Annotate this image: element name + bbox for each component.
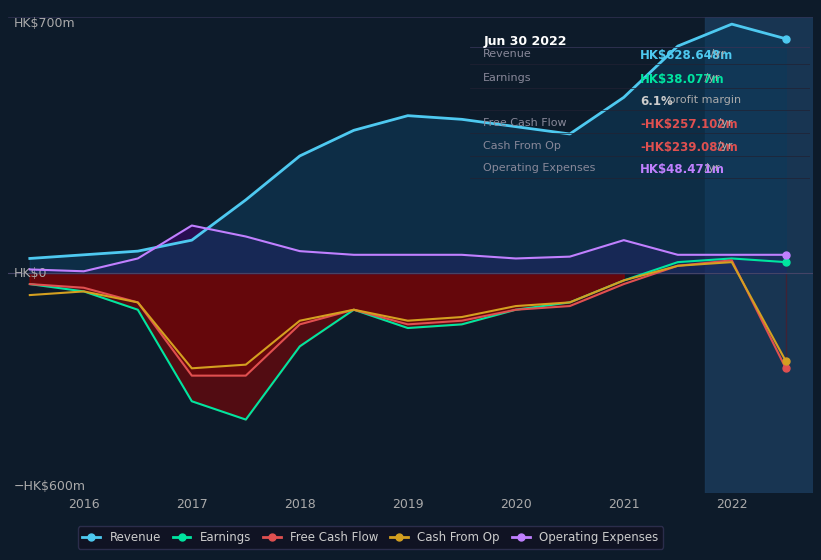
Text: Revenue: Revenue [484,49,532,59]
Text: HK$628.648m: HK$628.648m [640,49,733,62]
Text: Earnings: Earnings [484,73,532,83]
Text: /yr: /yr [708,49,726,59]
Text: /yr: /yr [713,118,732,128]
Text: Operating Expenses: Operating Expenses [484,162,595,172]
Text: HK$48.471m: HK$48.471m [640,162,725,176]
Text: profit margin: profit margin [664,95,741,105]
Text: HK$700m: HK$700m [14,17,76,30]
Text: Free Cash Flow: Free Cash Flow [484,118,566,128]
Legend: Revenue, Earnings, Free Cash Flow, Cash From Op, Operating Expenses: Revenue, Earnings, Free Cash Flow, Cash … [78,526,663,549]
Text: −HK$600m: −HK$600m [14,480,85,493]
Text: -HK$257.102m: -HK$257.102m [640,118,737,131]
Text: -HK$239.082m: -HK$239.082m [640,141,738,154]
Bar [704,17,813,493]
Text: HK$38.077m: HK$38.077m [640,73,725,86]
Text: /yr: /yr [701,73,720,83]
Text: Cash From Op: Cash From Op [484,141,561,151]
Text: /yr: /yr [701,162,720,172]
Text: Jun 30 2022: Jun 30 2022 [484,35,566,49]
Text: HK$0: HK$0 [14,267,47,279]
Text: 6.1%: 6.1% [640,95,672,108]
Text: /yr: /yr [713,141,732,151]
